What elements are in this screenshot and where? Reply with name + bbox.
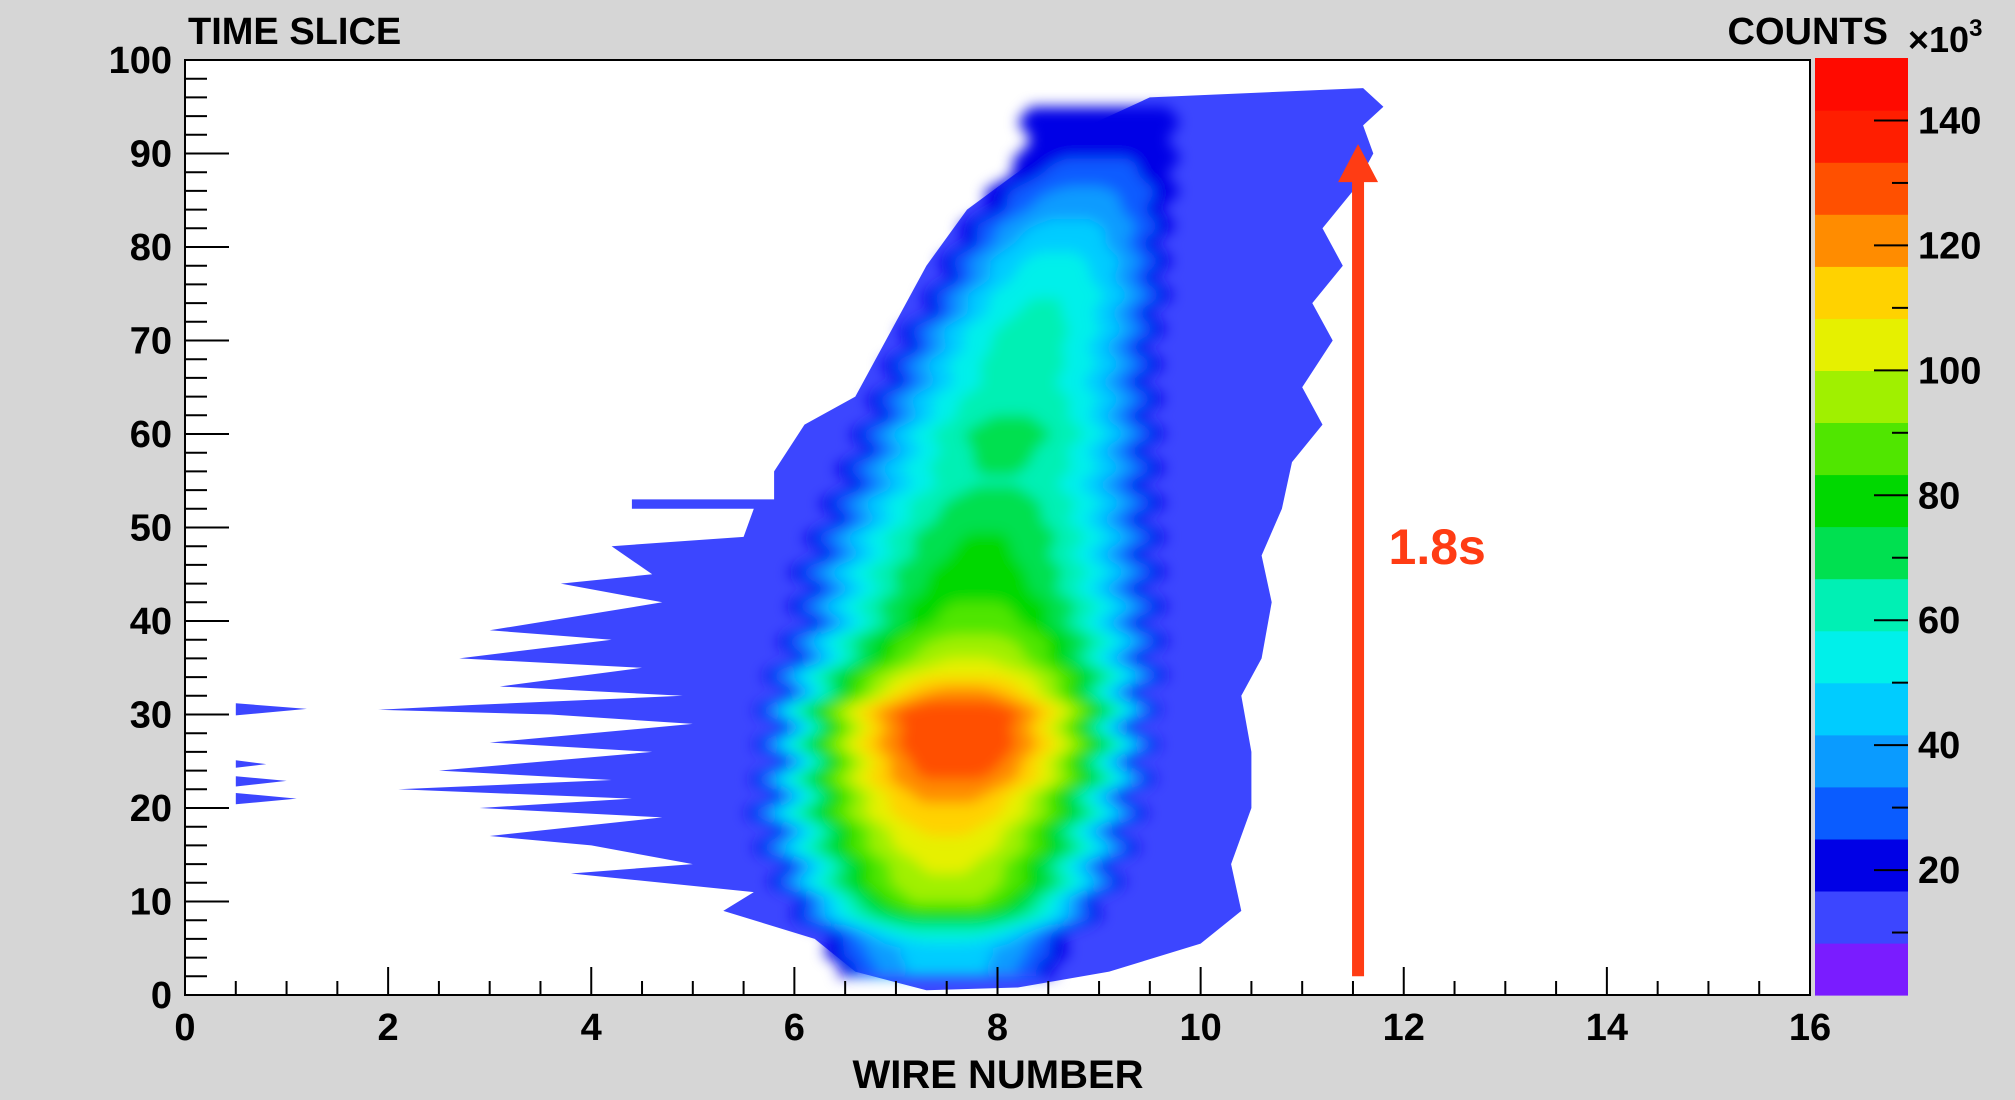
x-tick-label: 2 bbox=[378, 1007, 399, 1049]
color-scale-band bbox=[1815, 838, 1908, 892]
color-scale-tick-label: 40 bbox=[1918, 725, 1960, 767]
color-scale-band bbox=[1815, 890, 1908, 944]
color-scale-tick-label: 140 bbox=[1918, 100, 1981, 142]
color-scale-band bbox=[1815, 630, 1908, 684]
x-tick-label: 12 bbox=[1383, 1007, 1425, 1049]
y-tick-label: 90 bbox=[130, 134, 172, 176]
color-scale-tick-label: 100 bbox=[1918, 350, 1981, 392]
color-scale-multiplier: ×103 bbox=[1908, 15, 1982, 60]
y-tick-label: 50 bbox=[130, 508, 172, 550]
color-scale-band bbox=[1815, 162, 1908, 215]
x-tick-label: 6 bbox=[784, 1007, 805, 1049]
color-scale-band bbox=[1815, 474, 1908, 528]
color-scale-tick-label: 80 bbox=[1918, 475, 1960, 517]
y-tick-label: 70 bbox=[130, 321, 172, 363]
x-axis-label: WIRE NUMBER bbox=[852, 1053, 1143, 1097]
x-tick-label: 10 bbox=[1179, 1007, 1221, 1049]
annotation-arrow-head bbox=[1338, 144, 1379, 183]
band-speck bbox=[235, 703, 307, 716]
color-scale-band bbox=[1815, 578, 1908, 632]
color-scale: 20 40 60 80 100 120 140 bbox=[1815, 58, 1981, 996]
color-scale-band bbox=[1815, 422, 1908, 476]
x-axis: 0 2 4 6 8 10 12 14 16 bbox=[174, 967, 1831, 1049]
y-tick-label: 100 bbox=[109, 40, 172, 82]
x-tick-label: 16 bbox=[1789, 1007, 1831, 1049]
y-tick-label: 80 bbox=[130, 227, 172, 269]
multiplier-exponent: 3 bbox=[1969, 15, 1982, 42]
color-scale-band bbox=[1815, 942, 1908, 996]
multiplier-base: ×10 bbox=[1908, 19, 1969, 60]
y-tick-label: 40 bbox=[130, 601, 172, 643]
x-tick-label: 14 bbox=[1586, 1007, 1628, 1049]
annotation-group: 1.8s bbox=[1338, 144, 1486, 977]
y-tick-label: 60 bbox=[130, 414, 172, 456]
color-scale-tick-label: 120 bbox=[1918, 225, 1981, 267]
inner-bands bbox=[743, 106, 1181, 977]
color-scale-tick-label: 60 bbox=[1918, 600, 1960, 642]
y-tick-label: 0 bbox=[151, 975, 172, 1017]
contour-bands bbox=[235, 88, 1384, 991]
color-scale-band bbox=[1815, 318, 1908, 371]
y-tick-label: 10 bbox=[130, 882, 172, 924]
color-scale-tick-label: 20 bbox=[1918, 850, 1960, 892]
color-scale-band bbox=[1815, 214, 1908, 267]
y-axis: 0 10 20 30 40 50 60 70 80 90 100 bbox=[109, 40, 229, 1017]
band-speck bbox=[235, 793, 297, 805]
band-level bbox=[963, 415, 1052, 477]
color-scale-band bbox=[1815, 58, 1908, 111]
color-scale-band bbox=[1815, 526, 1908, 580]
x-tick-label: 0 bbox=[174, 1007, 195, 1049]
x-tick-label: 4 bbox=[581, 1007, 602, 1049]
color-scale-band bbox=[1815, 734, 1908, 788]
color-scale-label: COUNTS bbox=[1728, 11, 1888, 53]
y-axis-label: TIME SLICE bbox=[188, 11, 401, 53]
color-scale-band bbox=[1815, 682, 1908, 736]
band-speck bbox=[235, 776, 287, 787]
color-scale-band bbox=[1815, 786, 1908, 840]
band-speck bbox=[235, 760, 267, 768]
annotation-label: 1.8s bbox=[1389, 519, 1486, 575]
color-scale-band bbox=[1815, 266, 1908, 319]
y-tick-label: 20 bbox=[130, 788, 172, 830]
color-scale-band bbox=[1815, 110, 1908, 163]
color-scale-band bbox=[1815, 370, 1908, 423]
y-tick-label: 30 bbox=[130, 695, 172, 737]
band-level bbox=[892, 700, 1022, 780]
x-tick-label: 8 bbox=[987, 1007, 1008, 1049]
